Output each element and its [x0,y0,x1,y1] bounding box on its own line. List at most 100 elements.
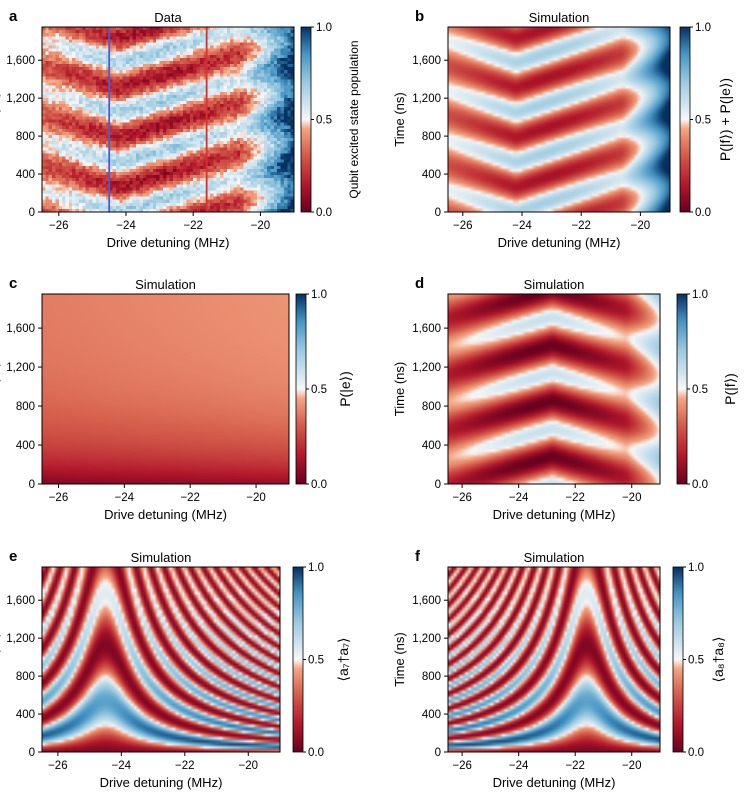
y-tick-label: 1,600 [412,595,441,607]
x-tick-label: −26 [452,492,472,504]
y-tick-label: 400 [16,440,35,452]
y-tick-label: 0 [435,207,441,219]
y-tick-label: 800 [422,131,441,143]
x-tick-label: −24 [116,220,136,232]
y-tick-label: 1,200 [412,633,441,645]
plot-frame [447,26,671,213]
colorbar-tick-label: 1.0 [308,562,324,574]
colorbar-tick-label: 0.0 [308,747,324,759]
y-tick-label: 1,600 [412,323,441,335]
y-tick-label: 1,600 [6,55,35,67]
heatmap-image [42,27,294,212]
y-tick-label: 800 [16,131,35,143]
y-tick-label: 0 [29,207,35,219]
x-tick-label: −22 [565,760,585,772]
y-tick-label: 0 [435,747,441,759]
colorbar-label: ⟨a₈†a₈⟩ [710,637,726,683]
y-tick-label: 0 [29,479,35,491]
y-axis-label: Time (ns) [0,362,1,416]
x-tick-label: −26 [49,492,69,504]
y-tick-label: 800 [16,671,35,683]
colorbar-tick-label: 0.5 [316,115,332,127]
x-axis-label: Drive detuning (MHz) [493,507,616,522]
plot-frame [41,26,295,213]
x-tick-label: −20 [251,220,271,232]
y-tick-label: 1,200 [412,362,441,374]
colorbar [676,293,688,485]
x-tick-label: −22 [175,760,195,772]
heatmap-image [448,27,670,212]
y-tick-label: 800 [422,401,441,413]
y-tick-label: 800 [16,401,35,413]
colorbar-tick-label: 1.0 [316,22,332,34]
x-tick-label: −26 [452,760,472,772]
x-tick-label: −20 [622,492,642,504]
panel-letter: f [415,548,421,565]
x-tick-label: −20 [631,220,651,232]
y-tick-label: 400 [422,709,441,721]
y-tick-label: 1,200 [412,93,441,105]
y-axis-label: Time (ns) [392,92,407,146]
colorbar-tick-label: 0.5 [688,655,704,667]
x-tick-label: −26 [48,760,68,772]
colorbar-tick-label: 0.0 [692,479,708,491]
panel-title: Simulation [529,10,590,25]
panel-letter: a [9,8,18,25]
y-tick-label: 400 [422,169,441,181]
panel-title: Simulation [524,550,585,565]
y-tick-label: 400 [16,169,35,181]
colorbar-tick-label: 0.5 [695,115,711,127]
panel-title: Simulation [524,277,585,292]
x-axis-label: Drive detuning (MHz) [107,235,230,250]
panel-b: −26 −24 −22 −20 0 400 800 1,200 1,600 b Simulation… [392,8,733,250]
colorbar [292,566,304,753]
x-axis-label: Drive detuning (MHz) [100,775,223,790]
x-tick-label: −26 [453,220,473,232]
colorbar [679,26,691,213]
x-tick-label: −24 [112,760,132,772]
heatmap-image [448,294,660,484]
y-tick-label: 1,600 [6,595,35,607]
x-axis-label: Drive detuning (MHz) [493,775,616,790]
colorbar-label: P(|f⟩) + P(|e⟩) [717,78,733,161]
y-tick-label: 1,600 [412,55,441,67]
colorbar-tick-label: 0.5 [692,384,708,396]
panel-d: −26 −24 −22 −20 0 400 800 1,200 1,600 d Simulation… [392,275,738,522]
panel-title: Data [154,10,182,25]
panel-c: −26 −24 −22 −20 0 400 800 1,200 1,600 c Simulation… [0,275,353,522]
colorbar-tick-label: 0.0 [688,747,704,759]
colorbar-tick-label: 1.0 [695,22,711,34]
x-tick-label: −22 [565,492,585,504]
y-tick-label: 1,600 [6,323,35,335]
panel-letter: d [415,275,424,292]
x-tick-label: −24 [509,760,529,772]
y-tick-label: 1,200 [6,633,35,645]
y-tick-label: 400 [16,709,35,721]
x-tick-label: −20 [622,760,642,772]
x-tick-label: −22 [571,220,591,232]
x-axis-label: Drive detuning (MHz) [498,235,621,250]
y-axis-label: Time (ns) [0,92,1,146]
plot-frame [447,293,661,485]
colorbar [295,293,307,485]
x-tick-label: −20 [246,492,266,504]
panel-a: −26 −24 −22 −20 0 400 800 1,200 1,600 a Data Drive … [0,8,361,250]
y-tick-label: 800 [422,671,441,683]
plot-frame [41,566,281,753]
x-tick-label: −20 [239,760,259,772]
colorbar-tick-label: 0.0 [316,207,332,219]
x-tick-label: −24 [512,220,532,232]
y-axis-label: Time (ns) [392,632,407,686]
colorbar-tick-label: 0.0 [311,479,327,491]
colorbar-tick-label: 1.0 [692,289,708,301]
x-axis-label: Drive detuning (MHz) [104,507,227,522]
heatmap-image [448,567,660,752]
y-tick-label: 1,200 [6,362,35,374]
colorbar [300,26,312,213]
y-tick-label: 0 [435,479,441,491]
y-axis-label: Time (ns) [392,362,407,416]
colorbar-label: Qubit excited state population [347,40,361,198]
colorbar-tick-label: 0.0 [695,207,711,219]
colorbar-label: P(|f⟩) [722,373,738,405]
